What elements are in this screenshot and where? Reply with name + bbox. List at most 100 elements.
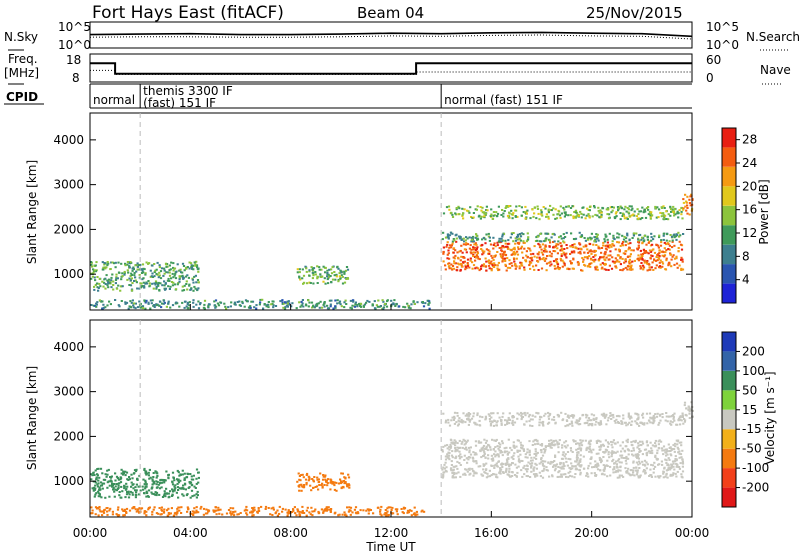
echo-cell (577, 451, 580, 454)
echo-cell (150, 302, 153, 305)
echo-cell (515, 466, 518, 469)
echo-cell (557, 243, 560, 246)
echo-cell (475, 256, 478, 259)
echo-cell (508, 465, 511, 468)
echo-cell (676, 465, 679, 468)
echo-cell (410, 303, 413, 306)
echo-cell (627, 453, 630, 456)
echo-cell (182, 265, 186, 267)
noise-right-tick-top: 10^5 (706, 20, 739, 34)
echo-cell (554, 454, 557, 457)
echo-cell (651, 249, 654, 252)
echo-cell (125, 301, 129, 304)
echo-cell (510, 456, 513, 459)
echo-cell (571, 451, 574, 453)
echo-cell (145, 510, 148, 513)
echo-cell (451, 242, 454, 245)
echo-cell (582, 258, 585, 261)
echo-cell (191, 278, 194, 281)
echo-cell (468, 446, 471, 449)
echo-cell (628, 417, 631, 420)
echo-cell (193, 494, 196, 497)
echo-cell (567, 205, 570, 208)
echo-cell (606, 445, 610, 448)
echo-cell (469, 453, 473, 456)
echo-cell (484, 238, 487, 241)
echo-cell (176, 482, 179, 485)
echo-cell (665, 249, 668, 252)
echo-cell (177, 489, 180, 491)
echo-cell (542, 424, 545, 427)
echo-cell (340, 271, 343, 274)
echo-cell (531, 259, 534, 262)
echo-cell (335, 275, 338, 278)
echo-cell (300, 511, 303, 514)
echo-cell (123, 273, 126, 276)
echo-cell (458, 450, 461, 453)
echo-cell (629, 265, 632, 268)
echo-cell (588, 255, 591, 258)
echo-cell (168, 513, 171, 516)
echo-cell (133, 272, 136, 274)
echo-cell (507, 216, 510, 219)
echo-cell (619, 454, 622, 457)
echo-cell (90, 478, 93, 481)
echo-cell (585, 416, 588, 419)
echo-cell (446, 447, 449, 450)
echo-cell (459, 453, 462, 456)
echo-cell (638, 210, 641, 213)
echo-cell (631, 444, 634, 447)
echo-cell (375, 304, 378, 307)
echo-cell (468, 420, 471, 423)
echo-cell (554, 467, 557, 470)
echo-cell (468, 467, 471, 470)
echo-cell (526, 209, 529, 212)
echo-cell (479, 449, 482, 452)
echo-cell (487, 235, 490, 238)
echo-cell (453, 411, 457, 414)
echo-cell (115, 276, 118, 279)
echo-cell (669, 234, 672, 236)
echo-cell (469, 259, 472, 262)
echo-cell (568, 423, 571, 426)
echo-cell (161, 302, 164, 305)
echo-cell (588, 423, 591, 425)
echo-cell (345, 514, 348, 517)
echo-cell (462, 473, 465, 476)
echo-cell (102, 306, 106, 309)
echo-cell (489, 448, 492, 451)
echo-cell (154, 280, 158, 283)
echo-cell (488, 418, 491, 420)
echo-cell (643, 208, 646, 211)
echo-cell (645, 461, 648, 464)
echo-cell (536, 442, 539, 445)
echo-cell (585, 214, 588, 217)
echo-cell (500, 423, 503, 426)
echo-cell (171, 493, 174, 496)
echo-cell (634, 439, 637, 442)
echo-cell (109, 507, 112, 510)
colorbar-frame (721, 127, 737, 304)
echo-cell (646, 262, 649, 265)
echo-cell (625, 439, 628, 442)
echo-cell (629, 253, 632, 256)
echo-cell (166, 509, 169, 512)
echo-cell (346, 268, 350, 271)
echo-cell (518, 461, 521, 464)
echo-cell (468, 414, 471, 417)
echo-cell (340, 305, 343, 308)
echo-cell (610, 443, 613, 446)
echo-cell (658, 447, 661, 450)
echo-cell (649, 268, 652, 271)
echo-cell (684, 205, 687, 208)
echo-cell (525, 240, 529, 243)
echo-cell (624, 467, 627, 470)
echo-cell (133, 274, 136, 277)
echo-cell (568, 416, 571, 419)
echo-cell (572, 439, 575, 442)
echo-cell (142, 281, 145, 284)
echo-cell (303, 281, 306, 284)
echo-cell (451, 265, 455, 267)
echo-cell (274, 305, 278, 307)
echo-cell (574, 209, 578, 212)
